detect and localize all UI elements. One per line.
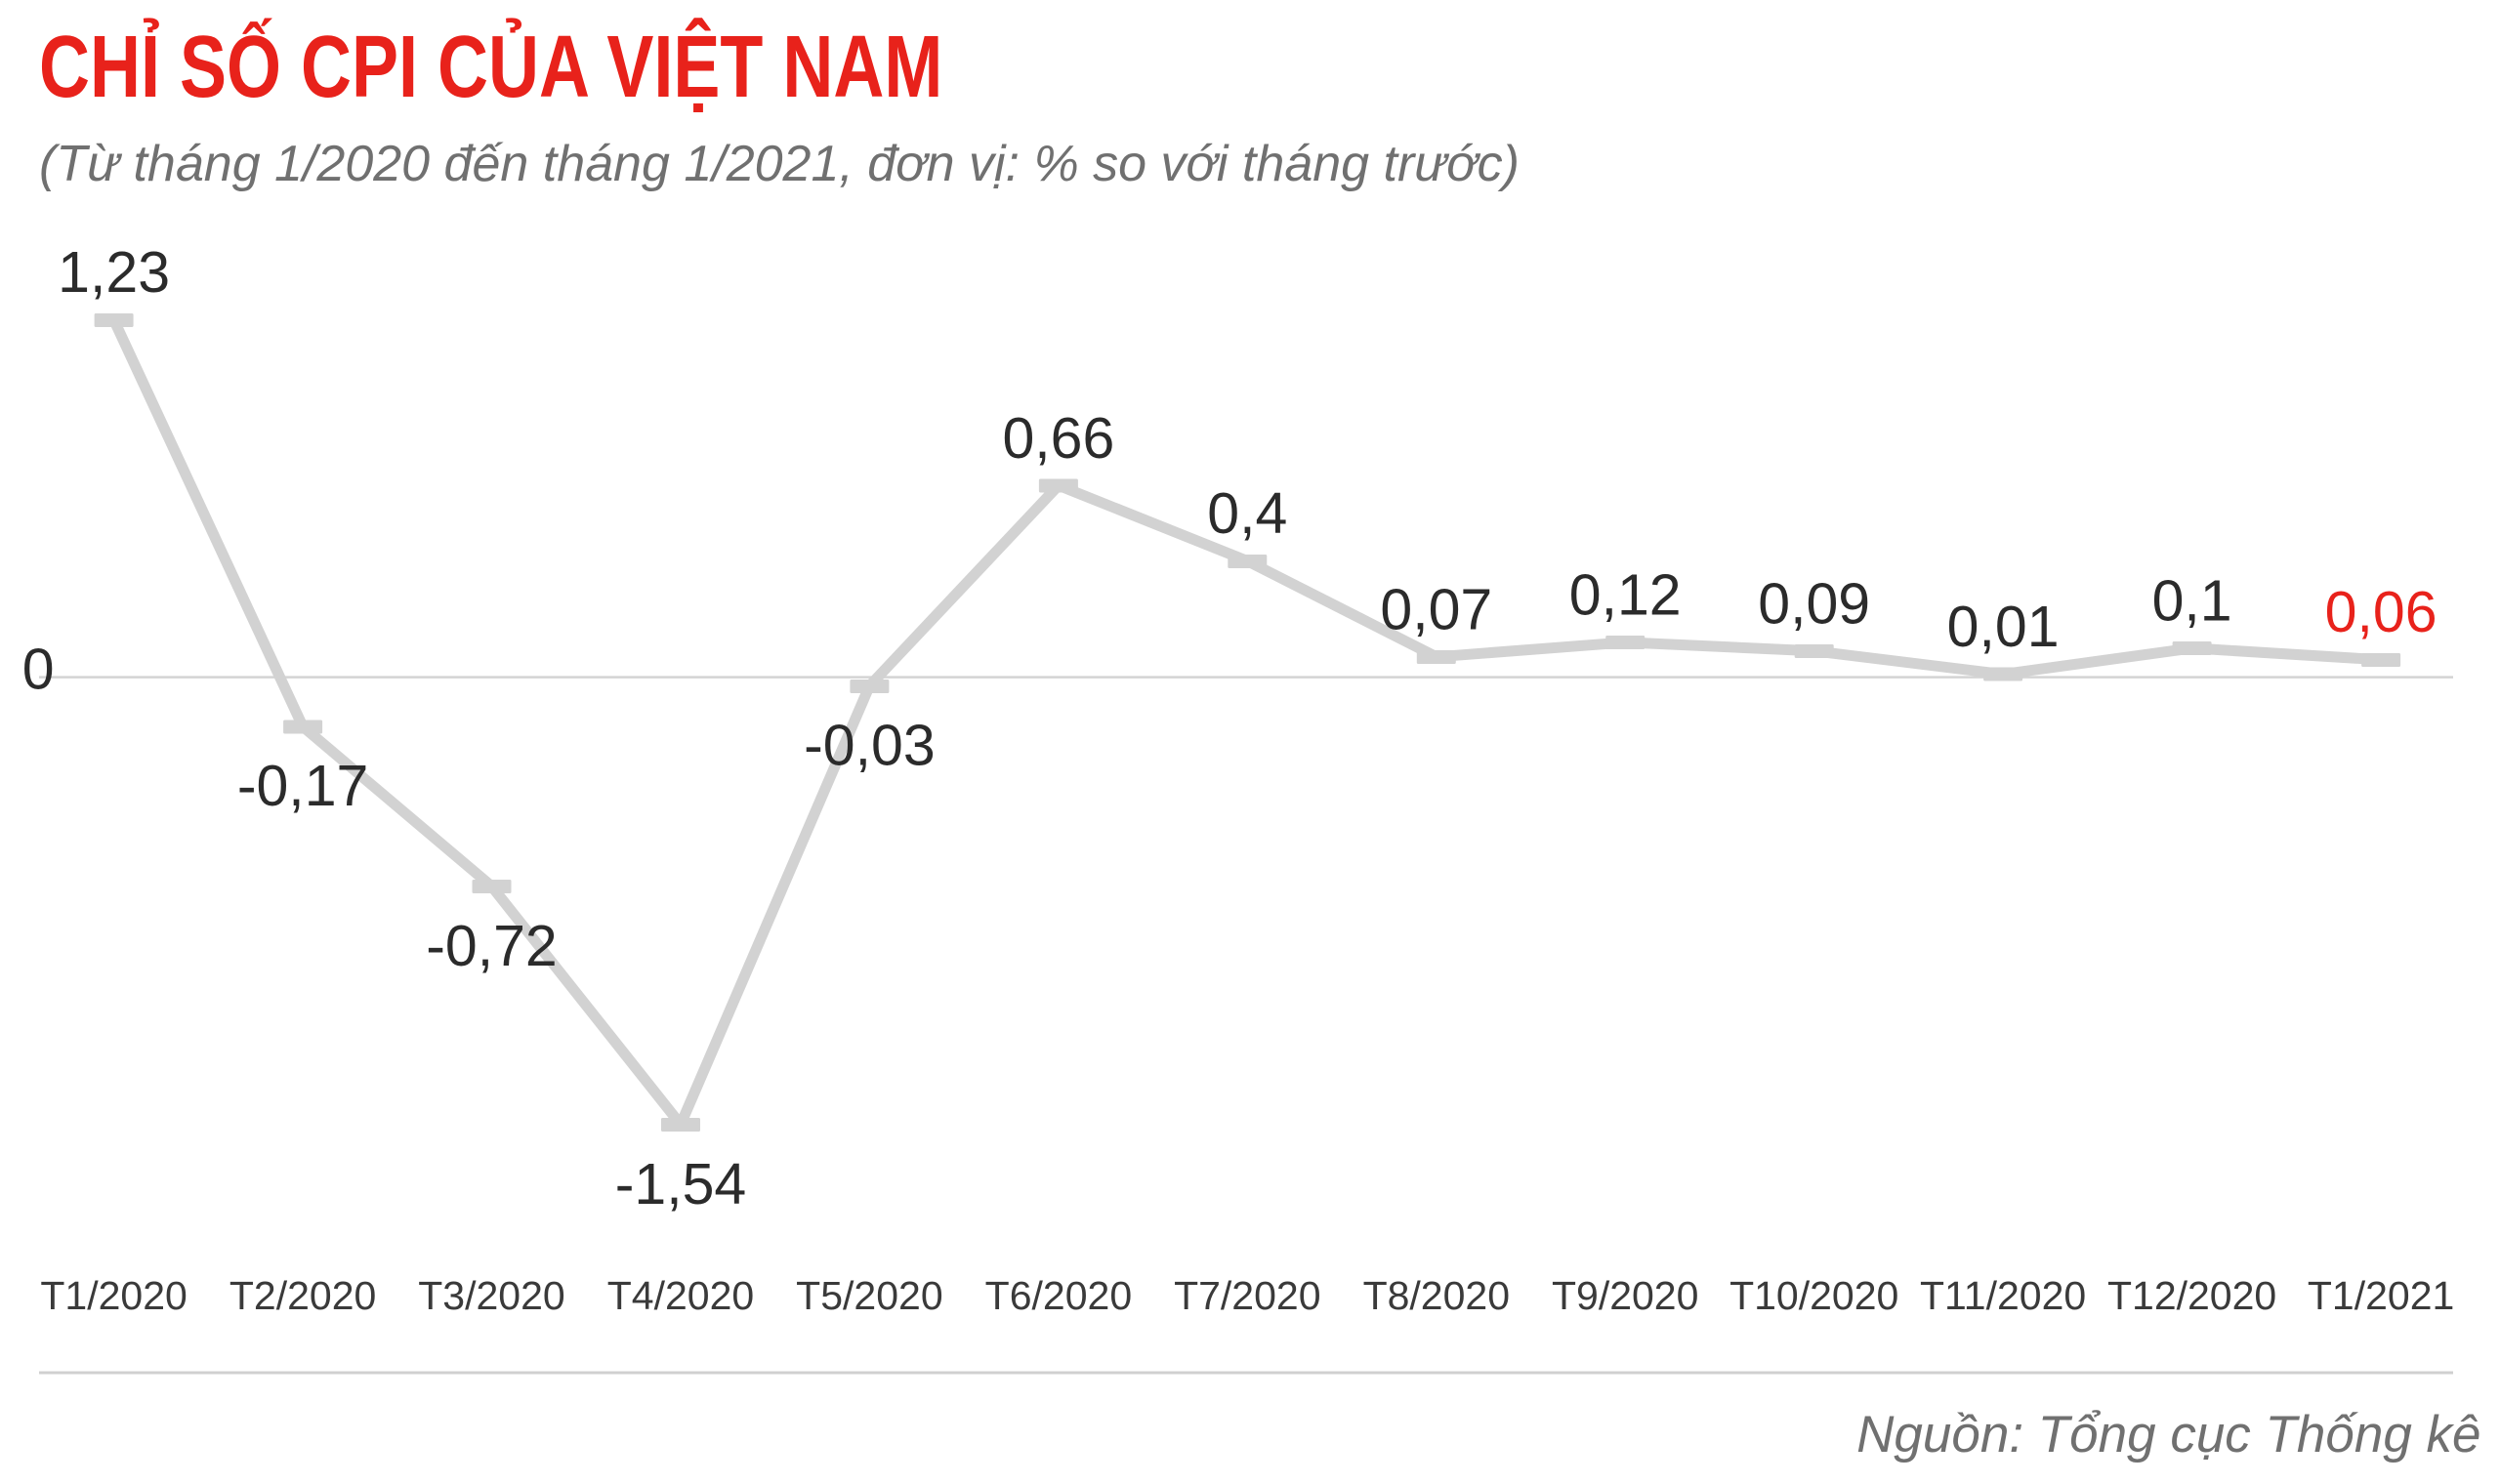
svg-text:0,01: 0,01 [1947,595,2060,659]
svg-text:T7/2020: T7/2020 [1174,1273,1320,1318]
svg-text:T11/2020: T11/2020 [1920,1273,2086,1318]
svg-text:T1/2020: T1/2020 [40,1273,187,1318]
svg-text:T1/2021: T1/2021 [2308,1273,2454,1318]
svg-text:T2/2020: T2/2020 [229,1273,376,1318]
svg-text:T5/2020: T5/2020 [796,1273,942,1318]
svg-text:Nguồn: Tổng cục Thống kê: Nguồn: Tổng cục Thống kê [1856,1406,2480,1463]
svg-text:0,66: 0,66 [1002,406,1114,471]
svg-text:T12/2020: T12/2020 [2107,1273,2276,1318]
svg-text:0,07: 0,07 [1380,577,1492,641]
svg-text:0,09: 0,09 [1758,571,1870,636]
svg-text:T8/2020: T8/2020 [1363,1273,1510,1318]
svg-text:0,1: 0,1 [2152,568,2232,633]
svg-text:-0,03: -0,03 [804,714,935,778]
svg-text:T6/2020: T6/2020 [985,1273,1132,1318]
svg-text:0,4: 0,4 [1207,481,1287,546]
svg-text:T10/2020: T10/2020 [1729,1273,1898,1318]
svg-text:T3/2020: T3/2020 [418,1273,564,1318]
svg-text:T4/2020: T4/2020 [607,1273,754,1318]
svg-text:0,06: 0,06 [2325,580,2438,644]
svg-text:0: 0 [22,638,55,702]
svg-text:0,12: 0,12 [1569,562,1682,627]
svg-text:-0,17: -0,17 [237,754,368,818]
svg-text:-0,72: -0,72 [426,914,557,978]
svg-text:-1,54: -1,54 [615,1152,746,1216]
svg-text:1,23: 1,23 [58,240,170,305]
svg-text:T9/2020: T9/2020 [1552,1273,1698,1318]
